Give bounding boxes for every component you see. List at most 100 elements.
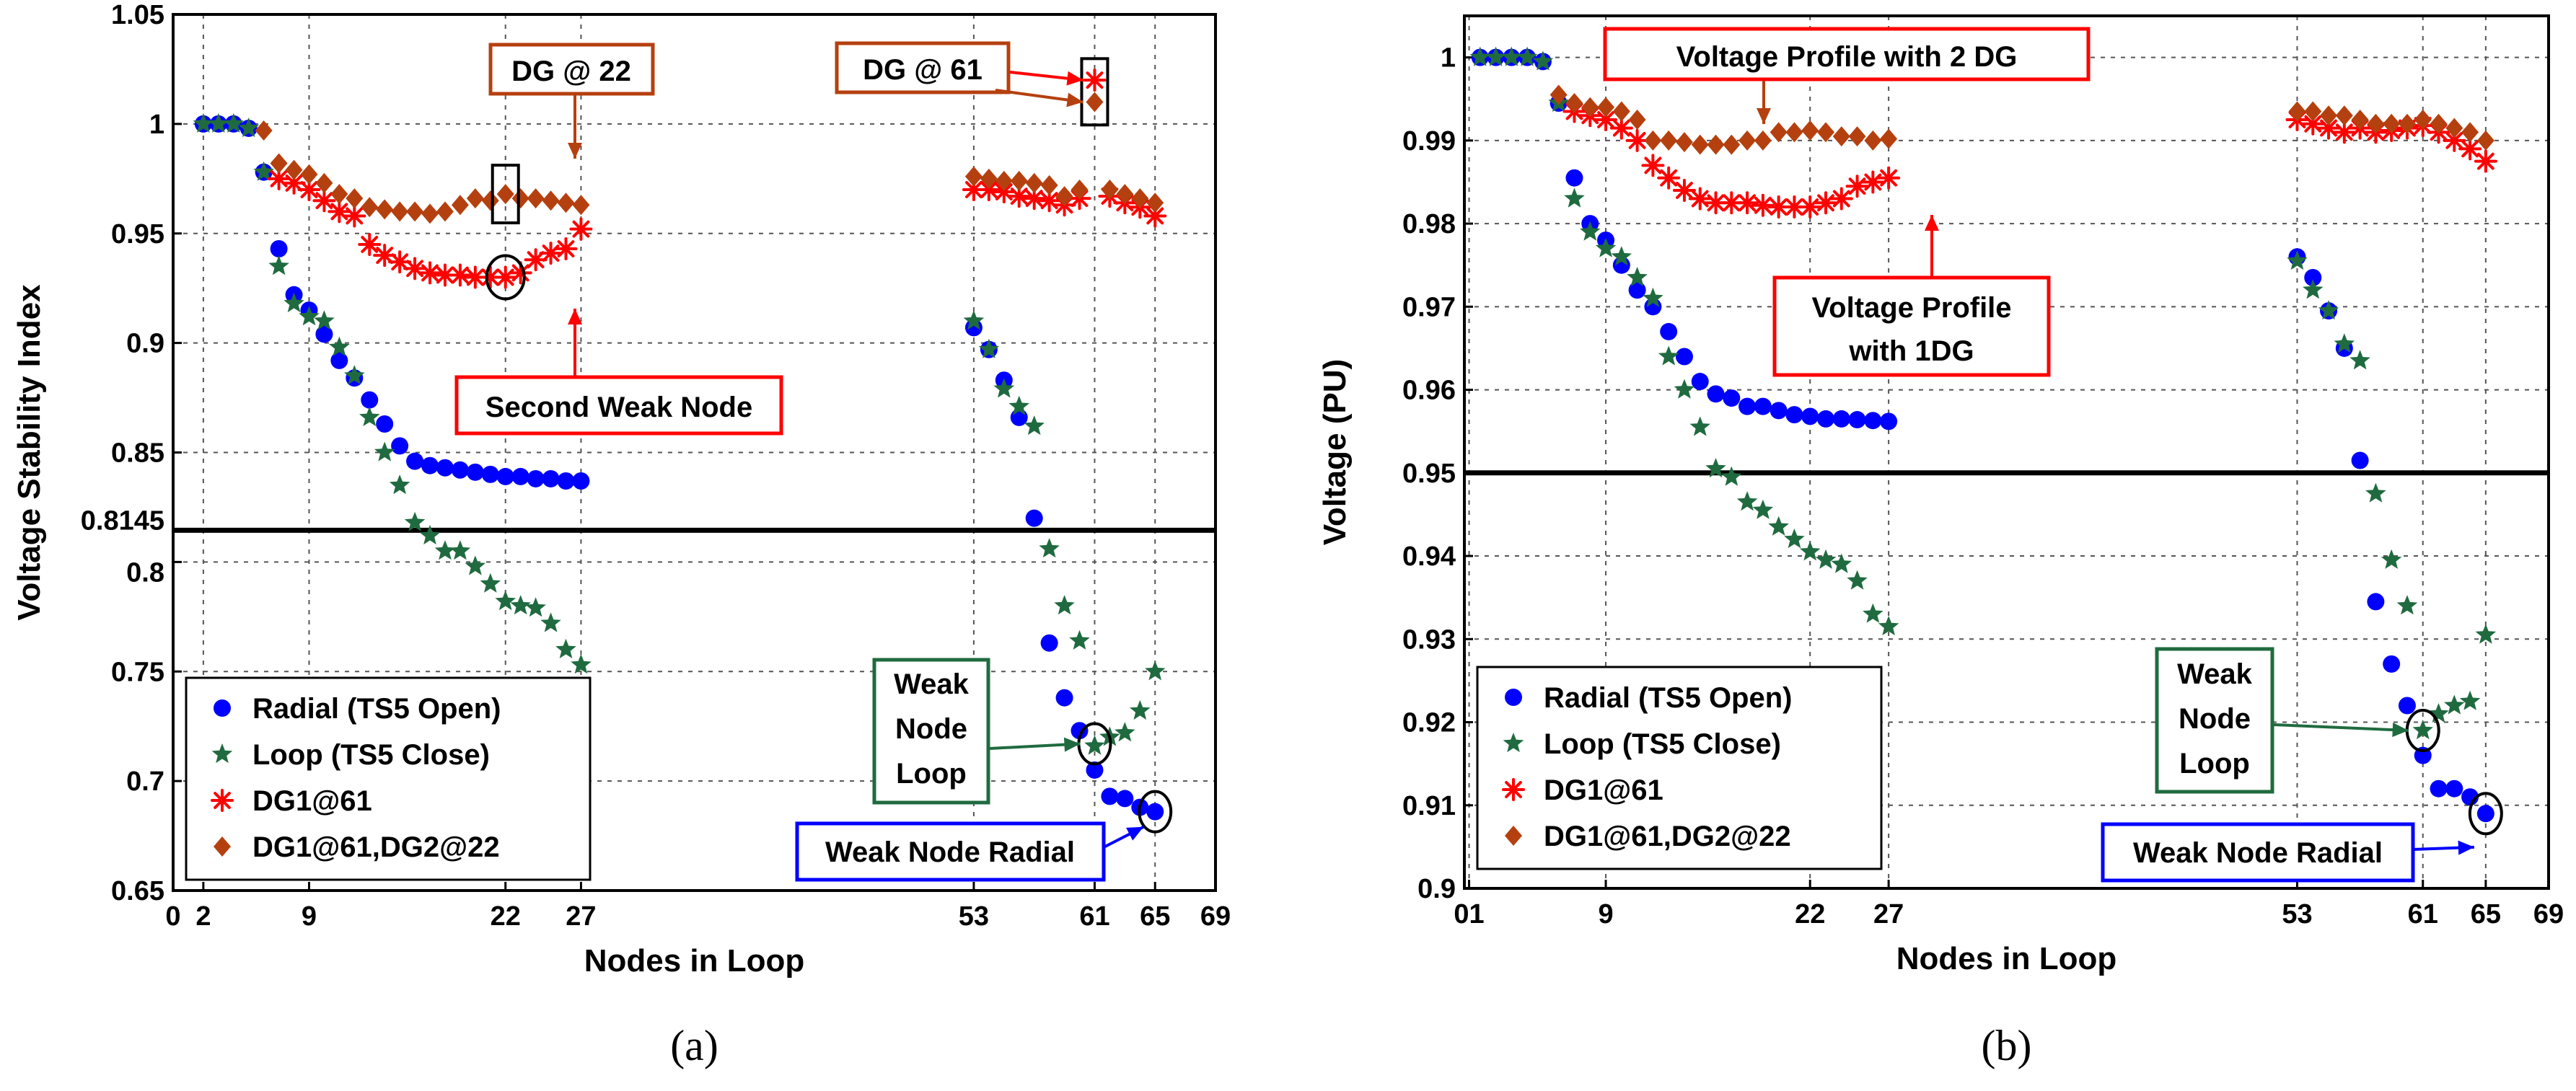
data-point bbox=[1086, 761, 1104, 779]
callout-box-2dg bbox=[1603, 27, 2091, 81]
data-point bbox=[1817, 122, 1834, 143]
data-point bbox=[1660, 322, 1678, 340]
data-point bbox=[1863, 603, 1883, 623]
asterisk-stroke bbox=[361, 236, 379, 253]
legend-marker bbox=[214, 699, 231, 717]
asterisk-stroke bbox=[2304, 115, 2322, 133]
asterisk-stroke bbox=[572, 220, 590, 238]
asterisk-stroke bbox=[330, 203, 348, 221]
data-point bbox=[1815, 549, 1837, 569]
callout-weak-loop: Weak bbox=[894, 668, 970, 700]
data-point bbox=[1022, 187, 1046, 211]
legend-marker bbox=[211, 789, 234, 812]
callout-dg61: DG @ 61 bbox=[863, 54, 983, 86]
dg22-highlight bbox=[491, 164, 520, 225]
data-point bbox=[1008, 395, 1029, 415]
data-point bbox=[418, 261, 442, 285]
data-point bbox=[1086, 92, 1104, 112]
arrow-dg61-red bbox=[1009, 71, 1083, 86]
data-point bbox=[2430, 779, 2448, 798]
data-point bbox=[1800, 541, 1821, 561]
callout-weak-radial: Weak Node Radial bbox=[825, 836, 1075, 868]
data-point bbox=[496, 184, 514, 205]
data-point bbox=[421, 456, 439, 474]
data-point bbox=[542, 469, 560, 487]
data-point bbox=[2396, 595, 2418, 615]
data-point bbox=[1083, 69, 1107, 92]
data-point bbox=[2474, 149, 2497, 173]
data-point bbox=[2318, 300, 2339, 320]
data-point bbox=[1691, 373, 1709, 391]
data-point bbox=[2288, 101, 2306, 122]
data-point bbox=[389, 474, 410, 495]
data-point bbox=[2381, 549, 2402, 569]
callout-2dg: Voltage Profile with 2 DG bbox=[1676, 41, 2018, 73]
data-point bbox=[1055, 689, 1073, 707]
data-point bbox=[964, 166, 983, 187]
data-point bbox=[329, 336, 350, 356]
data-point bbox=[361, 197, 379, 218]
arrow-second-weak bbox=[568, 309, 582, 381]
asterisk-stroke bbox=[315, 192, 333, 210]
data-point bbox=[1768, 516, 1789, 536]
data-point bbox=[448, 263, 472, 287]
x-tick-label: 22 bbox=[1795, 899, 1825, 929]
y-tick-label: 0.65 bbox=[111, 876, 164, 906]
data-point bbox=[404, 511, 426, 531]
x-tick-label: 65 bbox=[2471, 899, 2501, 929]
callout-weak-radial-b: Weak Node Radial bbox=[2133, 837, 2383, 869]
asterisk-stroke bbox=[1505, 781, 1522, 798]
asterisk-stroke bbox=[1707, 194, 1725, 212]
data-point bbox=[1738, 397, 1757, 415]
data-point bbox=[208, 112, 229, 133]
data-point bbox=[2320, 105, 2338, 126]
asterisk-stroke bbox=[557, 240, 575, 257]
data-point bbox=[451, 195, 469, 216]
asterisk-stroke bbox=[376, 247, 394, 265]
data-point bbox=[238, 118, 259, 138]
data-point bbox=[1641, 154, 1665, 177]
data-point bbox=[1010, 170, 1028, 191]
asterisk-stroke bbox=[1738, 194, 1756, 212]
data-point bbox=[1689, 416, 1710, 436]
data-point bbox=[2398, 113, 2416, 134]
data-point bbox=[1675, 348, 1693, 366]
data-point bbox=[1025, 509, 1043, 527]
arrow-weak-radial bbox=[1103, 825, 1145, 849]
data-point bbox=[1101, 787, 1119, 805]
data-point bbox=[1071, 180, 1089, 200]
data-point bbox=[995, 170, 1013, 191]
data-point bbox=[1131, 188, 1149, 209]
callout-box-weak-radial-b bbox=[2101, 822, 2415, 883]
arrow-weak-loop-b bbox=[2273, 723, 2409, 738]
data-point bbox=[1736, 191, 1759, 215]
data-point bbox=[374, 441, 395, 461]
axes-frame bbox=[1463, 14, 2550, 890]
data-point bbox=[1738, 130, 1757, 151]
data-point bbox=[253, 161, 274, 181]
asterisk-stroke bbox=[1832, 190, 1850, 208]
legend-label: Loop (TS5 Close) bbox=[1544, 728, 1781, 760]
data-point bbox=[2351, 451, 2369, 469]
data-point bbox=[1625, 128, 1649, 152]
data-point bbox=[2365, 482, 2386, 503]
data-point bbox=[1516, 46, 1538, 66]
data-point bbox=[1817, 410, 1834, 428]
x-tick-label: 22 bbox=[491, 901, 521, 932]
asterisk-stroke bbox=[965, 181, 983, 198]
arrow-head bbox=[1066, 92, 1083, 107]
data-point bbox=[542, 190, 560, 211]
data-point bbox=[2334, 333, 2355, 353]
legend-label: DG1@61,DG2@22 bbox=[252, 831, 500, 863]
data-point bbox=[2383, 655, 2401, 673]
asterisk-stroke bbox=[1597, 111, 1614, 128]
panel-a-chart: 0 2 9 22 27 53 61 65 69 0.65 0.7 0.75 0.8 0.8145 0.85 0… bbox=[12, 0, 1231, 1069]
data-point bbox=[2303, 279, 2324, 299]
data-point bbox=[1801, 407, 1819, 425]
data-point bbox=[1832, 126, 1850, 147]
callout-1dg-line1: Voltage Profile bbox=[1811, 292, 2011, 324]
data-point bbox=[267, 167, 291, 190]
data-point bbox=[300, 164, 318, 185]
data-point bbox=[2414, 110, 2432, 131]
arrow-head bbox=[568, 143, 582, 159]
